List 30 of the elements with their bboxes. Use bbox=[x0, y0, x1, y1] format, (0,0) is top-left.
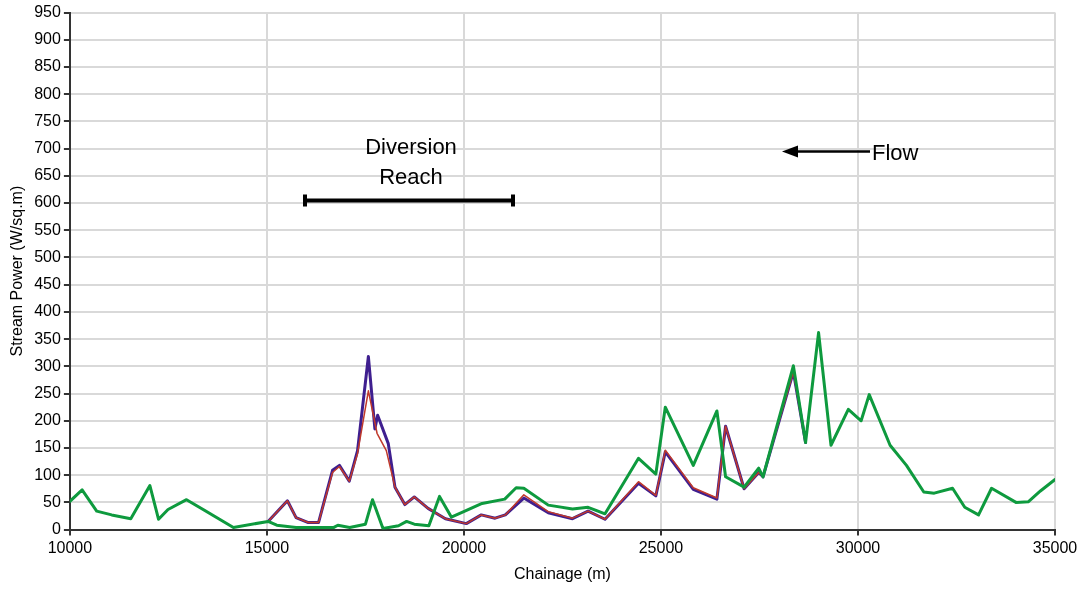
x-tick-label: 20000 bbox=[441, 538, 487, 556]
annotation: Diversion Reach bbox=[365, 134, 457, 190]
x-tick-label: 15000 bbox=[244, 538, 290, 556]
y-tick-label: 900 bbox=[34, 30, 61, 48]
y-tick-label: 550 bbox=[34, 220, 61, 238]
y-tick-label: 450 bbox=[34, 275, 61, 293]
x-tick-label: 10000 bbox=[47, 538, 93, 556]
y-tick-label: 300 bbox=[34, 356, 61, 374]
y-tick-label: 500 bbox=[34, 247, 61, 265]
x-axis-title: Chainage (m) bbox=[513, 564, 611, 582]
y-tick-label: 600 bbox=[34, 193, 61, 211]
y-tick-label: 100 bbox=[34, 465, 61, 483]
y-tick-label: 200 bbox=[34, 411, 61, 429]
y-tick-label: 650 bbox=[34, 166, 61, 184]
y-tick-label: 750 bbox=[34, 111, 61, 129]
x-tick-label: 35000 bbox=[1032, 538, 1078, 556]
y-axis-title: Stream Power (W/sq.m) bbox=[8, 185, 26, 357]
y-tick-label: 0 bbox=[51, 520, 61, 538]
y-tick-label: 950 bbox=[34, 3, 61, 21]
annotation: Flow bbox=[872, 140, 919, 166]
y-tick-label: 350 bbox=[34, 329, 61, 347]
y-tick-label: 400 bbox=[34, 302, 61, 320]
y-tick-label: 50 bbox=[43, 492, 61, 510]
y-tick-label: 150 bbox=[34, 438, 61, 456]
x-tick-label: 30000 bbox=[835, 538, 881, 556]
y-tick-label: 850 bbox=[34, 57, 61, 75]
y-tick-label: 800 bbox=[34, 84, 61, 102]
y-tick-label: 700 bbox=[34, 139, 61, 157]
y-tick-label: 250 bbox=[34, 383, 61, 401]
x-tick-label: 25000 bbox=[638, 538, 684, 556]
